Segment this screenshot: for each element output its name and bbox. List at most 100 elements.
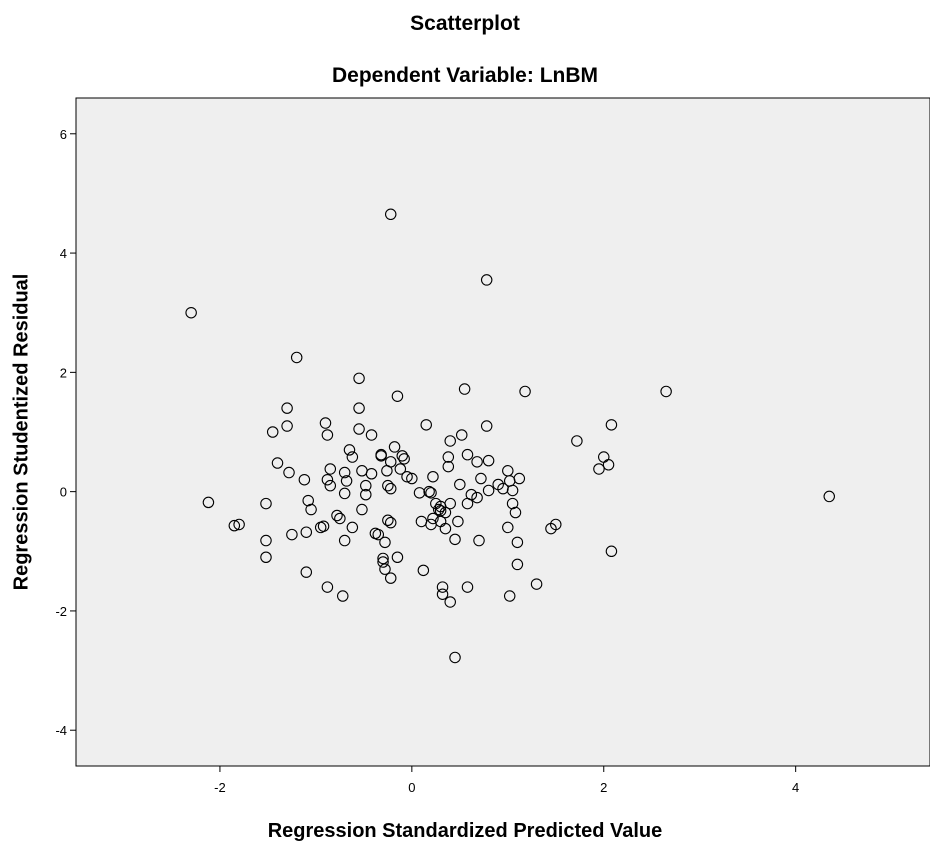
data-point [365, 467, 378, 480]
y-tick-label: 2 [60, 365, 67, 380]
data-point [530, 578, 543, 590]
x-tick-label: 4 [792, 780, 799, 795]
x-axis-label: Regression Standardized Predicted Value [267, 820, 663, 842]
data-point [449, 651, 461, 664]
data-point [444, 596, 456, 608]
data-point [432, 503, 445, 516]
plot-area [75, 97, 930, 767]
data-point [353, 372, 365, 385]
data-point [372, 528, 385, 541]
data-point [353, 402, 365, 414]
data-point [324, 479, 337, 492]
data-point [365, 429, 378, 441]
data-point [394, 463, 407, 475]
x-tick-label: 2 [600, 780, 607, 795]
chart-subtitle: Dependent Variable: LnBM [331, 64, 599, 87]
data-point [317, 520, 330, 532]
data-point [391, 390, 404, 402]
data-point [503, 590, 516, 602]
data-point [605, 545, 618, 558]
x-tick-label: 0 [408, 780, 415, 795]
data-point [346, 451, 359, 463]
data-point [377, 556, 389, 568]
y-tick-label: -2 [55, 604, 67, 619]
data-point [471, 491, 483, 504]
data-point [321, 473, 334, 486]
data-point [519, 385, 531, 398]
data-point [602, 459, 615, 471]
data-point [338, 487, 351, 500]
data-point [384, 208, 397, 221]
data-point [382, 514, 394, 527]
data-point [425, 487, 437, 499]
data-point [338, 534, 351, 547]
data-point [480, 420, 493, 432]
data-points [185, 208, 835, 664]
data-point [427, 470, 439, 483]
data-point [473, 534, 485, 547]
y-tick-label: 6 [60, 127, 67, 142]
data-point [439, 506, 452, 519]
data-point [506, 484, 519, 497]
data-point [321, 429, 334, 441]
data-point [360, 488, 372, 501]
data-point [423, 485, 435, 498]
data-point [356, 503, 368, 516]
chart-title: Scatterplot [410, 12, 520, 35]
data-point [384, 456, 397, 468]
data-point [454, 478, 466, 491]
data-point [436, 588, 449, 600]
data-point [420, 419, 432, 431]
data-point [283, 466, 295, 479]
y-axis-label: Regression Studentized Residual [10, 273, 33, 591]
data-point [417, 564, 430, 577]
data-point [442, 451, 455, 463]
y-tick-label: 4 [60, 246, 67, 261]
data-point [444, 497, 456, 510]
data-point [281, 420, 293, 432]
data-point [388, 441, 401, 453]
data-point [550, 518, 562, 531]
data-point [233, 518, 245, 531]
data-point [300, 566, 313, 578]
data-point [338, 466, 351, 479]
data-point [321, 581, 334, 593]
data-point [439, 522, 452, 535]
data-point [384, 516, 397, 529]
data-point [593, 463, 605, 475]
data-point [337, 590, 349, 602]
data-point [324, 463, 337, 475]
data-point [331, 509, 343, 522]
y-tick-label: 0 [60, 485, 67, 500]
data-point [391, 551, 404, 563]
data-point [384, 572, 397, 584]
data-point [382, 479, 394, 492]
data-point [305, 503, 317, 516]
data-point [260, 497, 272, 510]
data-point [286, 528, 298, 541]
data-point [482, 454, 495, 467]
data-point [427, 512, 439, 525]
data-point [228, 519, 241, 532]
y-tick-label: -4 [55, 723, 67, 738]
data-point [502, 521, 514, 534]
data-point [471, 456, 483, 468]
data-point [605, 419, 618, 431]
data-point [379, 536, 391, 549]
data-point [571, 435, 583, 447]
data-point [401, 470, 413, 483]
data-point [458, 383, 471, 395]
data-point [384, 482, 397, 495]
data-point [343, 444, 356, 456]
data-point [271, 457, 284, 469]
data-point [823, 490, 835, 503]
data-point [461, 581, 474, 593]
data-point [511, 558, 524, 571]
x-tick-label: -2 [214, 780, 226, 795]
data-point [377, 552, 389, 565]
y-axis: -4 -2 0 2 4 6 [55, 127, 76, 738]
plot-frame [75, 97, 930, 767]
data-point [511, 536, 524, 549]
data-point [452, 515, 464, 528]
